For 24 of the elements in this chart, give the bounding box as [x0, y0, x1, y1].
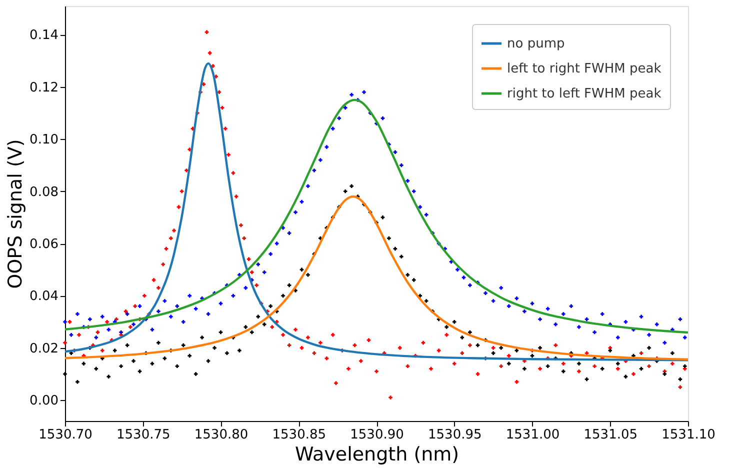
x-tick-label: 1530.70 — [38, 428, 92, 442]
legend-label: no pump — [507, 36, 565, 52]
line-series — [64, 62, 690, 362]
x-tick-label: 1531.00 — [506, 428, 560, 442]
line-series — [64, 195, 690, 361]
y-tick-label: 0.12 — [30, 80, 58, 96]
y-tick-label: 0.10 — [30, 132, 58, 148]
legend-label: right to left FWHM peak — [507, 86, 662, 102]
y-tick-label: 0.14 — [30, 28, 58, 44]
x-tick-label: 1531.05 — [584, 428, 638, 442]
x-tick-label: 1530.95 — [428, 428, 482, 442]
x-tick-label: 1530.80 — [194, 428, 248, 442]
x-tick-label: 1531.10 — [662, 428, 716, 442]
x-axis-title: Wavelength (nm) — [294, 444, 460, 466]
x-tick-label: 1530.90 — [350, 428, 404, 442]
legend-label: left to right FWHM peak — [507, 62, 662, 76]
y-axis-title: OOPS signal (V) — [4, 139, 27, 289]
x-tick-label: 1530.75 — [116, 428, 170, 442]
y-tick-label: 0.04 — [30, 289, 58, 304]
y-tick-label: 0.06 — [30, 237, 58, 252]
y-tick-label: 0.02 — [30, 341, 58, 356]
x-tick-label: 1530.85 — [272, 428, 326, 442]
y-tick-label: 0.00 — [30, 394, 58, 409]
y-tick-label: 0.08 — [30, 184, 58, 200]
